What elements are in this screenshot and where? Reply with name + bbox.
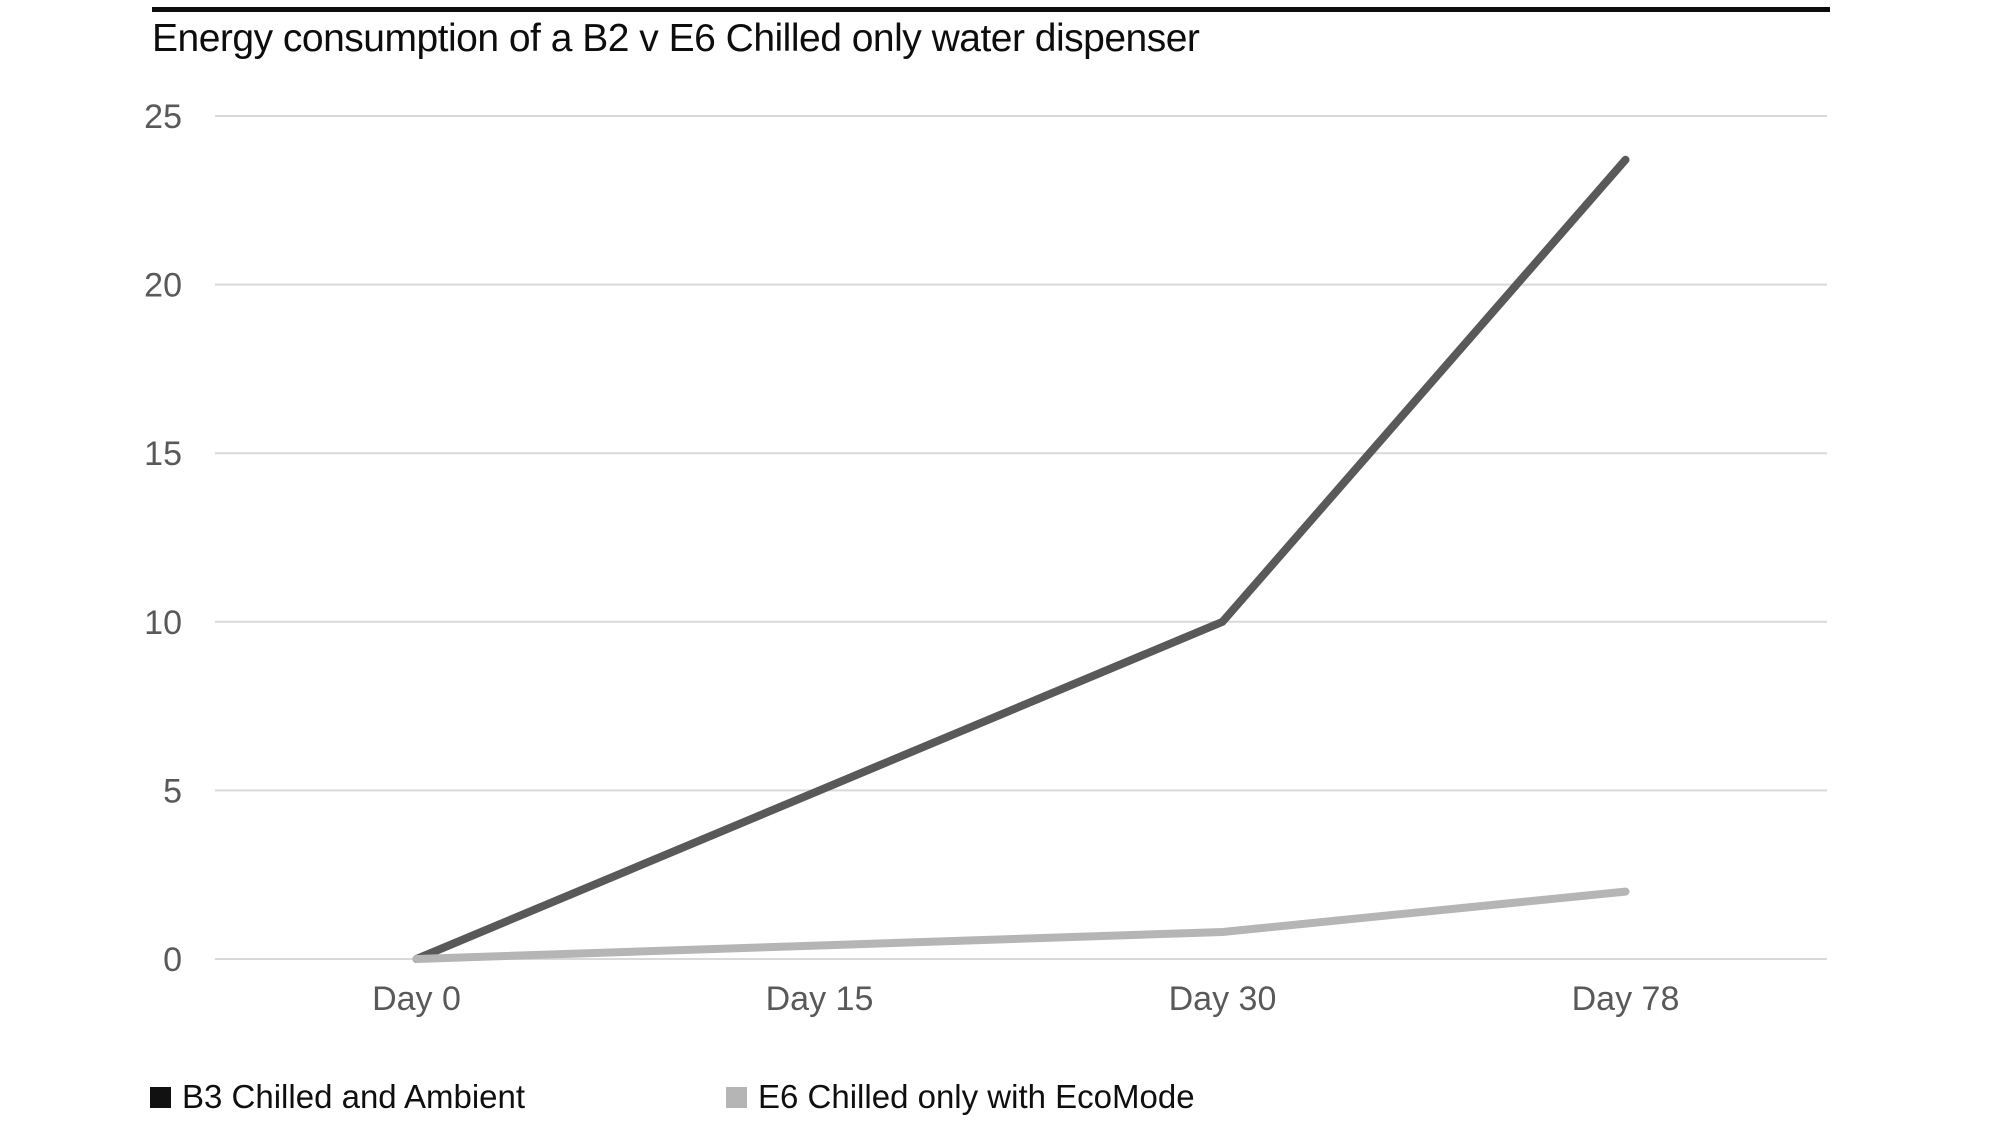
- x-tick-label: Day 15: [766, 980, 874, 1018]
- legend-swatch-e6: [726, 1086, 747, 1108]
- y-tick-label: 10: [144, 604, 182, 642]
- series-line-e6: [412, 887, 1630, 963]
- y-tick-label: 0: [163, 941, 182, 979]
- legend-label-b3: B3 Chilled and Ambient: [182, 1078, 526, 1115]
- series-line-b3: [412, 155, 1630, 963]
- y-tick-label: 15: [144, 435, 182, 473]
- legend-item-b3: B3 Chilled and Ambient: [150, 1072, 525, 1122]
- legend-label-e6: E6 Chilled only with EcoMode: [758, 1078, 1195, 1115]
- y-tick-label: 5: [163, 772, 182, 810]
- legend-item-e6: E6 Chilled only with EcoMode: [726, 1072, 1195, 1122]
- x-tick-label: Day 0: [372, 980, 461, 1018]
- legend-swatch-b3: [150, 1086, 171, 1108]
- x-tick-label: Day 78: [1572, 980, 1680, 1018]
- y-tick-label: 25: [144, 98, 182, 136]
- y-tick-label: 20: [144, 267, 182, 305]
- x-tick-label: Day 30: [1169, 980, 1277, 1018]
- legend: B3 Chilled and Ambient E6 Chilled only w…: [0, 1072, 2000, 1122]
- chart-title: Energy consumption of a B2 v E6 Chilled …: [152, 17, 1200, 60]
- title-rule: [152, 7, 1830, 12]
